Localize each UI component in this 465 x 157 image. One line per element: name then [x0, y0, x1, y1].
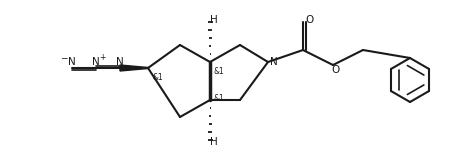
Text: −: −	[60, 54, 68, 62]
Text: N: N	[68, 57, 76, 67]
Text: N: N	[270, 57, 278, 67]
Text: +: +	[99, 54, 105, 62]
Text: &1: &1	[213, 94, 224, 103]
Polygon shape	[120, 65, 148, 71]
Text: N: N	[116, 57, 124, 67]
Text: O: O	[331, 65, 339, 75]
Text: &1: &1	[152, 73, 163, 82]
Text: H: H	[210, 137, 218, 147]
Text: N: N	[92, 57, 100, 67]
Text: O: O	[305, 15, 313, 25]
Text: &1: &1	[213, 67, 224, 76]
Text: H: H	[210, 15, 218, 25]
